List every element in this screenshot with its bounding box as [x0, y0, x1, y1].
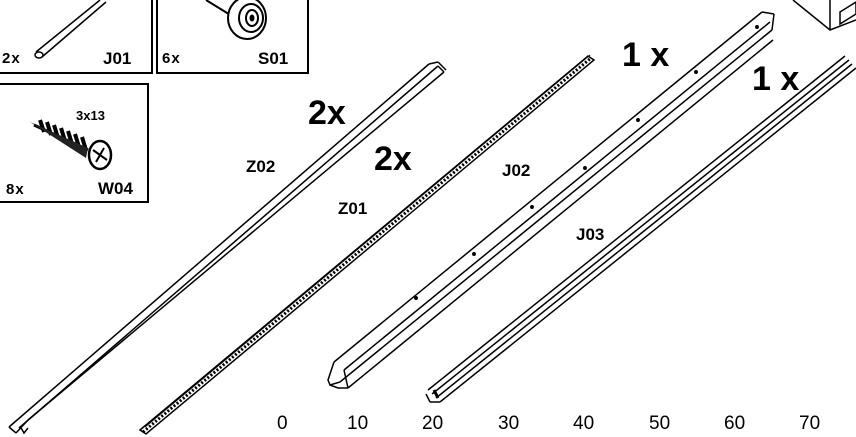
screw-icon [30, 119, 113, 171]
screw-code: W04 [98, 179, 133, 198]
scale-tick-10: 10 [347, 413, 369, 434]
z02-code: Z02 [246, 157, 276, 176]
j02-code: J02 [502, 161, 531, 180]
box-dowel [0, 0, 153, 74]
part-z01-strip [138, 54, 596, 435]
wheel-code: S01 [258, 49, 289, 68]
screw-size: 3x13 [76, 108, 105, 123]
scale-tick-0: 0 [277, 413, 288, 434]
scale-tick-20: 20 [422, 413, 444, 434]
corner-bracket-partial [792, 0, 856, 31]
part-j02-channel [327, 11, 775, 389]
j02-qty: 1 x [622, 36, 670, 74]
scale-tick-50: 50 [649, 413, 671, 434]
j03-code: J03 [576, 225, 605, 244]
j03-qty: 1 x [752, 60, 800, 98]
dowel-icon [34, 0, 107, 59]
part-z02-rail [8, 61, 447, 435]
z01-qty: 2x [374, 140, 412, 178]
dowel-qty: 2x [2, 50, 21, 67]
box-screw [0, 83, 149, 203]
z01-code: Z01 [338, 199, 368, 218]
scale-tick-70: 70 [799, 413, 821, 434]
scale-tick-60: 60 [724, 413, 746, 434]
z02-qty: 2x [308, 94, 346, 132]
scale-tick-30: 30 [498, 413, 520, 434]
screw-qty: 8x [6, 181, 25, 198]
dowel-code: J01 [103, 49, 132, 68]
scale-tick-40: 40 [573, 413, 595, 434]
box-wheel [156, 0, 309, 74]
wheel-qty: 6x [162, 50, 181, 67]
part-j03-rail [425, 55, 856, 403]
wheel-icon [205, 0, 267, 40]
